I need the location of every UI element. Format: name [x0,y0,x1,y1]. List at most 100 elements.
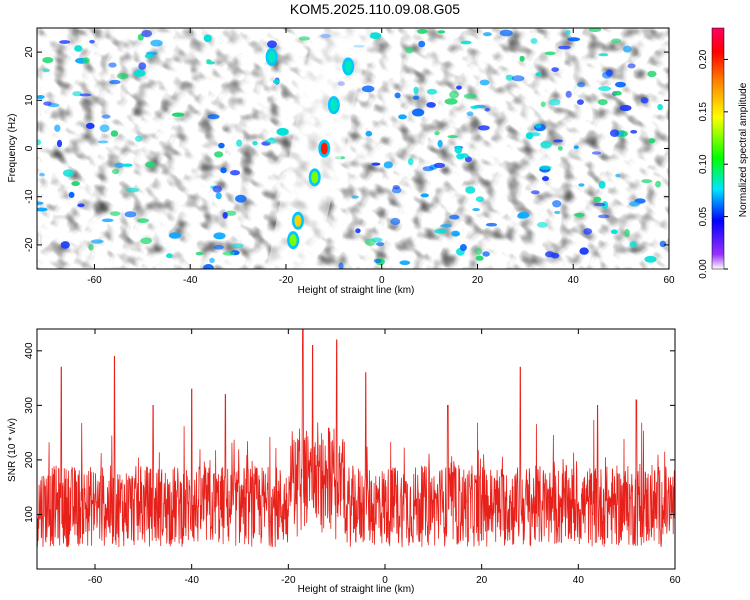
heatmap-spot [567,37,581,42]
heatmap-spot [101,114,111,119]
heatmap-spot [338,262,344,269]
heatmap-spot [398,114,407,120]
heatmap-spot [623,45,632,53]
heatmap-spot [485,222,498,227]
heatmap-spot [657,103,663,111]
colorbar [711,27,725,270]
heatmap-spot [644,255,657,263]
heatmap-y-axis-label: Frequency (Hz) [7,114,18,183]
heatmap-spot [137,218,150,224]
heatmap-x-tick-label: -60 [87,275,102,286]
heatmap-spot [351,195,359,199]
colorbar-tick-label: 0.00 [698,259,709,279]
heatmap-spot [612,90,622,96]
heatmap-spot [529,132,541,137]
heatmap-spot [426,88,438,95]
heatmap-spot [474,248,483,255]
snr-x-tick-label: -20 [281,575,296,586]
heatmap-spot [114,162,125,168]
heatmap-spot [629,201,640,207]
heatmap-spot [166,253,173,259]
colorbar-tick-label: 0.05 [698,206,709,226]
heatmap-spot [273,79,280,85]
heatmap-spot [565,90,572,98]
heatmap-spot [417,28,428,34]
snr-x-tick-label: -60 [88,575,103,586]
heatmap-spot [530,190,540,195]
heatmap-spot [483,32,492,37]
heatmap-spot [594,202,606,207]
heatmap-spot [630,130,638,134]
heatmap-spot [42,68,51,73]
heatmap-spot [576,99,584,105]
heatmap-spot [499,29,513,37]
heatmap-spot [475,255,484,261]
heatmap-spot [449,90,459,99]
heatmap-spot [99,124,110,133]
chart-title: KOM5.2025.110.09.08.G05 [289,1,461,17]
heatmap-spot [213,232,226,240]
heatmap-spot [460,153,469,159]
heatmap-spot [371,237,383,243]
heatmap-spot [110,130,119,137]
heatmap-spot [109,211,121,217]
ridge-peak [289,234,297,247]
heatmap-spot [511,75,525,82]
heatmap-spot [37,95,45,99]
heatmap-spot [479,79,490,86]
heatmap-spot [365,130,373,137]
heatmap-spot [77,203,85,208]
heatmap-spot [544,51,556,56]
heatmap-y-tick-label: 20 [24,46,35,58]
heatmap-spot [232,243,244,249]
heatmap-spot [209,257,215,264]
heatmap-spot [535,123,542,129]
heatmap-spot [629,241,637,248]
heatmap-spot [539,165,552,170]
heatmap-spot [68,191,75,198]
heatmap-spot [394,92,401,99]
heatmap-spot [235,194,247,203]
heatmap-spot [390,217,401,226]
ridge-peak [320,142,328,155]
heatmap-spot [74,45,83,52]
heatmap-spot [648,138,656,144]
heatmap-spot [466,111,474,116]
heatmap-spot [602,71,612,79]
heatmap-spot [573,145,579,149]
spectral-heatmap [37,28,669,269]
heatmap-spot [236,139,243,147]
heatmap-spot [434,228,447,234]
heatmap-spot [615,173,621,178]
heatmap-spot [540,101,546,108]
heatmap-spot [375,242,385,247]
snr-y-tick-label: 300 [24,397,35,414]
heatmap-spot [465,186,476,194]
heatmap-spot [478,125,490,131]
heatmap-spot [454,146,463,154]
heatmap-spot [470,105,479,110]
heatmap-spot [475,196,484,203]
ridge-peak [344,60,352,73]
heatmap-spot [111,168,120,175]
heatmap-spot [598,214,610,219]
heatmap-spot [619,130,625,137]
heatmap-spot [542,176,549,182]
heatmap-spot [212,185,222,193]
heatmap-spot [222,212,228,219]
heatmap-spot [144,53,153,59]
heatmap-spot [578,183,585,187]
snr-x-tick-label: 40 [573,575,585,586]
heatmap-spot [407,157,414,166]
heatmap-spot [577,82,586,88]
heatmap-x-tick-label: -20 [279,275,294,286]
heatmap-spot [399,260,411,266]
heatmap-spot [109,79,121,85]
heatmap-spot [659,240,667,247]
heatmap-spot [552,200,562,208]
heatmap-spot [371,162,381,166]
heatmap-spot [588,28,602,32]
heatmap-spot [484,107,490,112]
heatmap-spot [89,39,95,44]
heatmap-spot [610,229,618,234]
